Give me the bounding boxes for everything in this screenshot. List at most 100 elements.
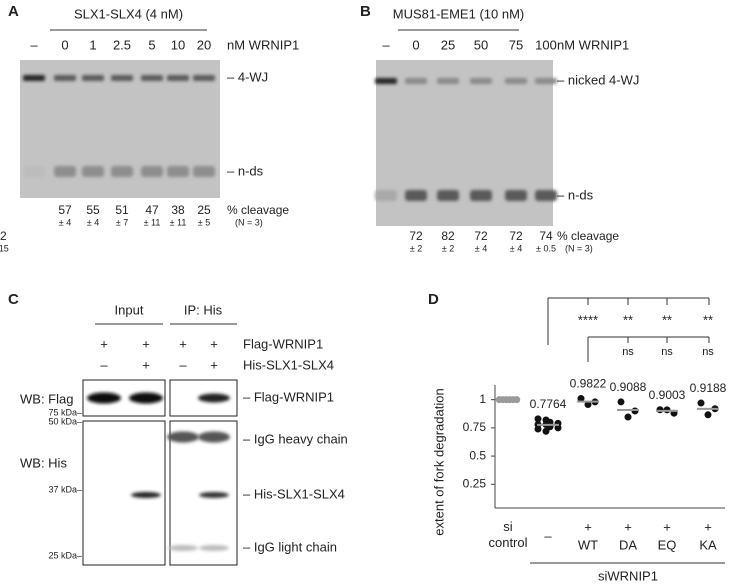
lane-label: 75	[509, 37, 523, 52]
blot-label: WB: Flag	[20, 391, 73, 406]
band	[470, 190, 492, 201]
cleavage-error: ± 4	[59, 217, 71, 227]
cleavage-value: 72	[0, 229, 7, 243]
lane-label: 25	[441, 37, 455, 52]
band	[437, 78, 459, 84]
blot-band	[199, 545, 229, 551]
lane-label: 20	[197, 37, 211, 52]
band-label: – 4-WJ	[227, 69, 268, 84]
group-label: IP: His	[184, 302, 223, 317]
cleavage-error: ± 11	[144, 217, 161, 227]
cleavage-value: 57	[58, 203, 72, 217]
band	[375, 190, 397, 201]
group-label: siWRNIP1	[598, 568, 658, 583]
data-point	[534, 425, 542, 433]
lane-label: –	[30, 37, 38, 52]
significance: **	[662, 312, 672, 327]
cleavage-error: ± 2	[442, 243, 454, 253]
band	[505, 190, 527, 201]
marker-label: 25 kDa–	[48, 550, 82, 560]
y-axis-label: extent of fork degradation	[431, 388, 446, 535]
data-point	[577, 395, 585, 403]
sign: +	[100, 336, 108, 351]
cleavage-value: 74	[539, 229, 553, 243]
band	[23, 166, 45, 177]
band	[82, 166, 104, 177]
band-label: – His-SLX1-SLX4	[243, 486, 345, 501]
lane-label: 2.5	[113, 37, 131, 52]
data-point	[542, 427, 550, 435]
band	[193, 166, 215, 177]
x-tick-label: KA	[699, 537, 717, 552]
data-point	[617, 398, 625, 406]
cleavage-value: 82	[441, 229, 455, 243]
band	[54, 75, 76, 81]
sign: +	[663, 519, 671, 534]
band	[535, 190, 557, 201]
gel	[376, 60, 553, 226]
lane-label: 5	[148, 37, 155, 52]
band	[535, 78, 557, 84]
data-point	[554, 424, 562, 432]
significance: ns	[702, 346, 714, 358]
cleavage-value: 47	[145, 203, 159, 217]
cleavage-label: % cleavage	[227, 203, 289, 217]
band	[505, 78, 527, 84]
blot-label: WB: His	[20, 455, 67, 470]
cleavage-error: ± 7	[116, 217, 128, 227]
x-tick-label: EQ	[658, 537, 677, 552]
band-label: – n-ds	[227, 163, 264, 178]
cleavage-value: 38	[171, 203, 185, 217]
panel-title: MUS81-EME1 (10 nM)	[393, 6, 524, 21]
marker-label: 75 kDa–	[48, 407, 82, 417]
x-tick-label: DA	[619, 537, 637, 552]
band-label: – IgG heavy chain	[243, 431, 348, 446]
cleavage-label: % cleavage	[557, 229, 619, 243]
data-point	[663, 406, 671, 414]
marker-label: 50 kDa–	[48, 416, 82, 426]
marker-label: 37 kDa–	[48, 484, 82, 494]
lane-label: 100	[535, 37, 557, 52]
significance: ns	[661, 346, 673, 358]
cleavage-value: 72	[474, 229, 488, 243]
band	[405, 78, 427, 84]
cleavage-error: ± 5	[198, 217, 210, 227]
lane-label: 0	[412, 37, 419, 52]
band	[375, 78, 397, 84]
band-label: – Flag-WRNIP1	[243, 389, 334, 404]
sign: +	[142, 357, 150, 372]
band	[167, 166, 189, 177]
reagent-label: Flag-WRNIP1	[243, 336, 323, 351]
band	[167, 75, 189, 81]
band	[23, 75, 45, 81]
x-tick-label: –	[544, 528, 552, 543]
cleavage-error: ± 2	[410, 243, 422, 253]
reagent-label: His-SLX1-SLX4	[243, 357, 334, 372]
sign: +	[210, 357, 218, 372]
blot-band	[167, 431, 199, 443]
band	[193, 75, 215, 81]
lane-label: –	[382, 37, 390, 52]
data-point	[584, 401, 592, 409]
titration-label: nM WRNIP1	[227, 37, 299, 52]
data-point	[534, 415, 542, 423]
band	[437, 190, 459, 201]
blot-band	[131, 492, 161, 498]
lane-label: 50	[474, 37, 488, 52]
cleavage-error: ± 4	[87, 217, 99, 227]
panel-letter: D	[428, 291, 439, 308]
x-tick-label: si control	[488, 519, 528, 550]
band-label: – IgG light chain	[243, 539, 337, 554]
data-point	[697, 399, 705, 407]
n-label: (N = 3)	[235, 217, 263, 227]
cleavage-error: ± 0.5	[536, 243, 556, 253]
lane-label: 10	[171, 37, 185, 52]
panel-title: SLX1-SLX4 (4 nM)	[74, 6, 183, 21]
mean-label: 0.9088	[610, 380, 647, 394]
sign: +	[179, 336, 187, 351]
y-tick-label: 0.5	[469, 448, 486, 462]
sign: –	[179, 357, 187, 372]
significance: ****	[578, 312, 598, 327]
band-label: – n-ds	[557, 187, 594, 202]
